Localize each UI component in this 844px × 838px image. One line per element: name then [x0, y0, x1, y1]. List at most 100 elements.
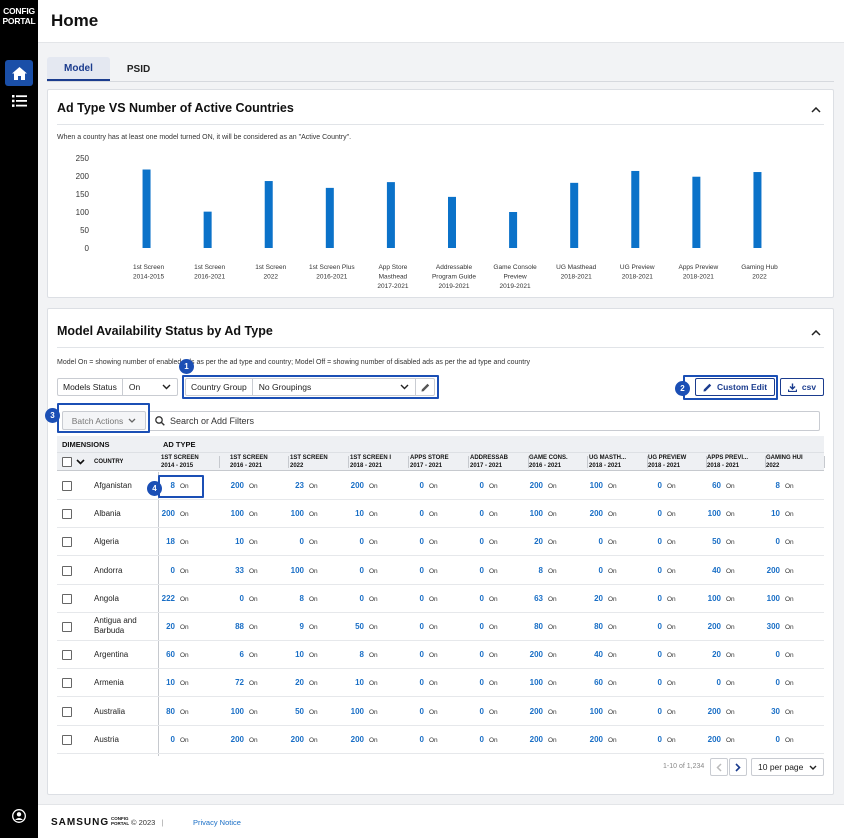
ad-count-cell[interactable]: 0 On — [404, 707, 438, 716]
ad-count-cell[interactable]: 40 On — [583, 650, 617, 659]
ad-count-cell[interactable]: 9 On — [284, 622, 318, 631]
ad-count-cell[interactable]: 0 On — [464, 566, 498, 575]
ad-count-cell[interactable]: 0 On — [760, 735, 794, 744]
ad-count-cell[interactable]: 100 On — [224, 707, 258, 716]
ad-count-cell[interactable]: 0 On — [224, 594, 258, 603]
row-checkbox[interactable] — [62, 734, 72, 745]
models-status-select[interactable]: Models Status On — [57, 378, 178, 396]
ad-count-cell[interactable]: 10 On — [155, 678, 189, 687]
ad-count-cell[interactable]: 300 On — [760, 622, 794, 631]
ad-count-cell[interactable]: 200 On — [523, 707, 557, 716]
ad-count-cell[interactable]: 8 On — [155, 481, 189, 490]
row-checkbox[interactable] — [62, 593, 72, 604]
ad-count-cell[interactable]: 0 On — [344, 566, 378, 575]
ad-count-cell[interactable]: 40 On — [701, 566, 735, 575]
ad-count-cell[interactable]: 0 On — [155, 735, 189, 744]
ad-count-cell[interactable]: 200 On — [523, 650, 557, 659]
ad-count-cell[interactable]: 50 On — [344, 622, 378, 631]
ad-count-cell[interactable]: 200 On — [760, 566, 794, 575]
ad-count-cell[interactable]: 0 On — [284, 537, 318, 546]
ad-count-cell[interactable]: 18 On — [155, 537, 189, 546]
ad-count-cell[interactable]: 60 On — [701, 481, 735, 490]
privacy-notice-link[interactable]: Privacy Notice — [193, 818, 241, 827]
table-row[interactable]: Australia 80 On 100 On 50 On 100 On 0 On 0 On 200 On 10… — [57, 698, 824, 726]
ad-count-cell[interactable]: 200 On — [344, 735, 378, 744]
ad-count-cell[interactable]: 0 On — [583, 537, 617, 546]
ad-count-cell[interactable]: 33 On — [224, 566, 258, 575]
ad-count-cell[interactable]: 80 On — [583, 622, 617, 631]
ad-count-cell[interactable]: 63 On — [523, 594, 557, 603]
row-checkbox[interactable] — [62, 509, 72, 520]
ad-count-cell[interactable]: 0 On — [464, 537, 498, 546]
row-checkbox[interactable] — [62, 537, 72, 548]
ad-count-cell[interactable]: 0 On — [760, 678, 794, 687]
ad-count-cell[interactable]: 8 On — [523, 566, 557, 575]
ad-count-cell[interactable]: 0 On — [642, 622, 676, 631]
ad-count-cell[interactable]: 0 On — [642, 481, 676, 490]
ad-count-cell[interactable]: 200 On — [701, 735, 735, 744]
ad-count-cell[interactable]: 6 On — [224, 650, 258, 659]
ad-count-cell[interactable]: 200 On — [583, 509, 617, 518]
next-page-button[interactable] — [729, 758, 747, 776]
tab-model[interactable]: Model — [47, 57, 110, 81]
ad-count-cell[interactable]: 100 On — [284, 509, 318, 518]
table-row[interactable]: Argentina 60 On 6 On 10 On 8 On 0 On 0 On 200 On 40 On 0 O… — [57, 641, 824, 670]
ad-count-cell[interactable]: 200 On — [155, 509, 189, 518]
ad-count-cell[interactable]: 200 On — [344, 481, 378, 490]
ad-count-cell[interactable]: 20 On — [701, 650, 735, 659]
ad-count-cell[interactable]: 200 On — [284, 735, 318, 744]
ad-count-cell[interactable]: 10 On — [224, 537, 258, 546]
chevron-down-icon[interactable] — [76, 459, 85, 465]
ad-type-column-header[interactable]: ADDRESSAB 2017 - 2021 — [470, 454, 526, 470]
ad-count-cell[interactable]: 0 On — [583, 566, 617, 575]
ad-count-cell[interactable]: 0 On — [404, 650, 438, 659]
ad-type-column-header[interactable]: 1ST SCREEN 2014 - 2015 — [161, 454, 217, 470]
ad-count-cell[interactable]: 0 On — [701, 678, 735, 687]
ad-count-cell[interactable]: 23 On — [284, 481, 318, 490]
nav-home-button[interactable] — [5, 60, 33, 86]
prev-page-button[interactable] — [710, 758, 728, 776]
ad-count-cell[interactable]: 8 On — [344, 650, 378, 659]
ad-count-cell[interactable]: 0 On — [404, 481, 438, 490]
chevron-up-icon[interactable] — [809, 326, 823, 340]
custom-edit-button[interactable]: Custom Edit — [695, 378, 775, 396]
ad-type-column-header[interactable]: UG MASTH... 2018 - 2021 — [589, 454, 645, 470]
user-profile-button[interactable] — [9, 806, 29, 826]
ad-count-cell[interactable]: 0 On — [464, 707, 498, 716]
ad-count-cell[interactable]: 100 On — [583, 707, 617, 716]
ad-count-cell[interactable]: 200 On — [224, 481, 258, 490]
ad-count-cell[interactable]: 10 On — [284, 650, 318, 659]
row-checkbox[interactable] — [62, 622, 72, 632]
ad-count-cell[interactable]: 200 On — [224, 735, 258, 744]
ad-type-column-header[interactable]: 1ST SCREEN I 2018 - 2021 — [350, 454, 406, 470]
ad-count-cell[interactable]: 0 On — [464, 509, 498, 518]
select-all-checkbox[interactable] — [62, 457, 72, 467]
ad-count-cell[interactable]: 30 On — [760, 707, 794, 716]
ad-count-cell[interactable]: 100 On — [224, 509, 258, 518]
ad-count-cell[interactable]: 0 On — [760, 537, 794, 546]
ad-count-cell[interactable]: 10 On — [344, 509, 378, 518]
row-checkbox[interactable] — [62, 481, 72, 491]
country-column-header[interactable]: COUNTRY — [94, 459, 124, 465]
table-row[interactable]: Andorra 0 On 33 On 100 On 0 On 0 On 0 On 8 On 0 On 0 On 40 O… — [57, 557, 824, 585]
ad-count-cell[interactable]: 0 On — [155, 566, 189, 575]
batch-actions-dropdown[interactable]: Batch Actions — [62, 411, 146, 430]
ad-type-column-header[interactable]: APPS PREVI... 2018 - 2021 — [707, 454, 763, 470]
ad-type-column-header[interactable]: 1ST SCREEN 2022 — [290, 454, 346, 470]
ad-count-cell[interactable]: 50 On — [701, 537, 735, 546]
ad-count-cell[interactable]: 0 On — [344, 537, 378, 546]
ad-count-cell[interactable]: 200 On — [701, 707, 735, 716]
app-logo[interactable]: CONFIG PORTAL — [2, 6, 36, 26]
ad-count-cell[interactable]: 200 On — [523, 481, 557, 490]
ad-count-cell[interactable]: 0 On — [464, 735, 498, 744]
ad-count-cell[interactable]: 200 On — [701, 622, 735, 631]
ad-type-column-header[interactable]: 1ST SCREEN 2016 - 2021 — [230, 454, 286, 470]
ad-count-cell[interactable]: 0 On — [760, 650, 794, 659]
ad-count-cell[interactable]: 0 On — [404, 622, 438, 631]
ad-count-cell[interactable]: 60 On — [155, 650, 189, 659]
ad-type-column-header[interactable]: GAMING HUI 2022 — [766, 454, 822, 470]
row-checkbox[interactable] — [62, 706, 72, 717]
ad-count-cell[interactable]: 0 On — [642, 735, 676, 744]
ad-count-cell[interactable]: 100 On — [701, 594, 735, 603]
ad-count-cell[interactable]: 80 On — [155, 707, 189, 716]
